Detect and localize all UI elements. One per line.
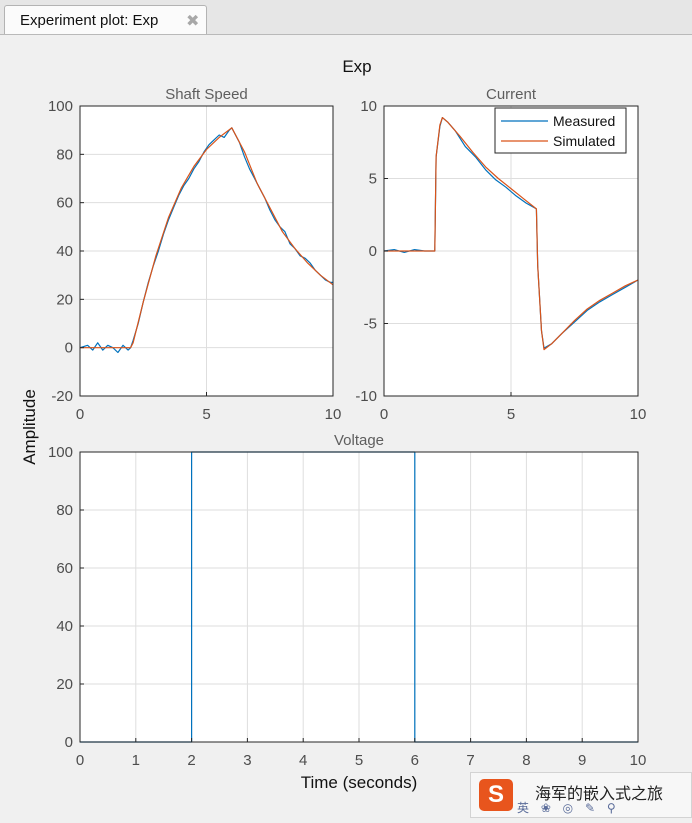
x-tick-label: 1 [132,752,140,769]
y-tick-label: 40 [56,618,73,635]
x-tick-label: 4 [299,752,307,769]
y-axis-label: Amplitude [20,389,39,465]
x-tick-label: 7 [466,752,474,769]
y-tick-label: 0 [65,340,73,357]
x-tick-label: 2 [187,752,195,769]
y-tick-label: 5 [369,171,377,188]
x-tick-label: 10 [630,752,647,769]
watermark-text: 海军的嵌入式之旅 [535,784,664,803]
x-tick-label: 0 [76,406,84,423]
y-tick-label: 60 [56,560,73,577]
y-tick-label: 80 [56,502,73,519]
y-tick-label: 0 [65,734,73,751]
figure-tab-strip: Experiment plot: Exp ✖ [0,0,692,35]
axes-frame [79,451,639,743]
plot-title: Shaft Speed [165,86,248,103]
y-tick-label: 100 [48,444,73,461]
x-tick-label: 6 [411,752,419,769]
y-tick-label: 60 [56,195,73,212]
series-line-simulated [80,127,334,349]
y-tick-label: 40 [56,243,73,260]
axes-frame [383,105,639,397]
y-tick-label: 20 [56,291,73,308]
legend-entry: Measured [553,113,615,129]
axes-frame [79,105,334,397]
figure-title: Exp [342,57,371,76]
series-line-simulated [384,116,639,351]
x-tick-label: 0 [380,406,388,423]
x-axis-label: Time (seconds) [301,773,418,792]
y-tick-label: 80 [56,146,73,163]
x-tick-label: 5 [507,406,515,423]
x-tick-label: 0 [76,752,84,769]
y-tick-label: 10 [360,98,377,115]
x-tick-label: 8 [522,752,530,769]
input-method-watermark: S 海军的嵌入式之旅 英 ❀ ◎ ✎ ⚲ [470,772,692,818]
close-icon[interactable]: ✖ [186,13,200,30]
tab-experiment-plot[interactable]: Experiment plot: Exp ✖ [4,5,207,34]
legend-entry: Simulated [553,133,615,149]
plot-title: Voltage [334,432,384,449]
x-tick-label: 3 [243,752,251,769]
tab-title: Experiment plot: Exp [20,12,159,29]
y-tick-label: -20 [51,388,73,405]
ime-toolbar-icons[interactable]: 英 ❀ ◎ ✎ ⚲ [517,801,620,815]
plot-title: Current [486,86,537,103]
y-tick-label: 100 [48,98,73,115]
sogou-logo-icon: S [479,779,513,811]
series-line-measured [79,127,333,354]
x-tick-label: 5 [202,406,210,423]
x-tick-label: 9 [578,752,586,769]
x-tick-label: 10 [325,406,342,423]
figure-area: 0 5 10 -20 0 20 40 60 80 100 Shaft Speed 0 5 10 -10 -5 0… [0,35,692,818]
y-tick-label: 20 [56,676,73,693]
legend-box [494,107,627,154]
y-tick-label: -10 [355,388,377,405]
y-tick-label: -5 [364,316,377,333]
x-tick-label: 5 [355,752,363,769]
y-tick-label: 0 [369,243,377,260]
x-tick-label: 10 [630,406,647,423]
